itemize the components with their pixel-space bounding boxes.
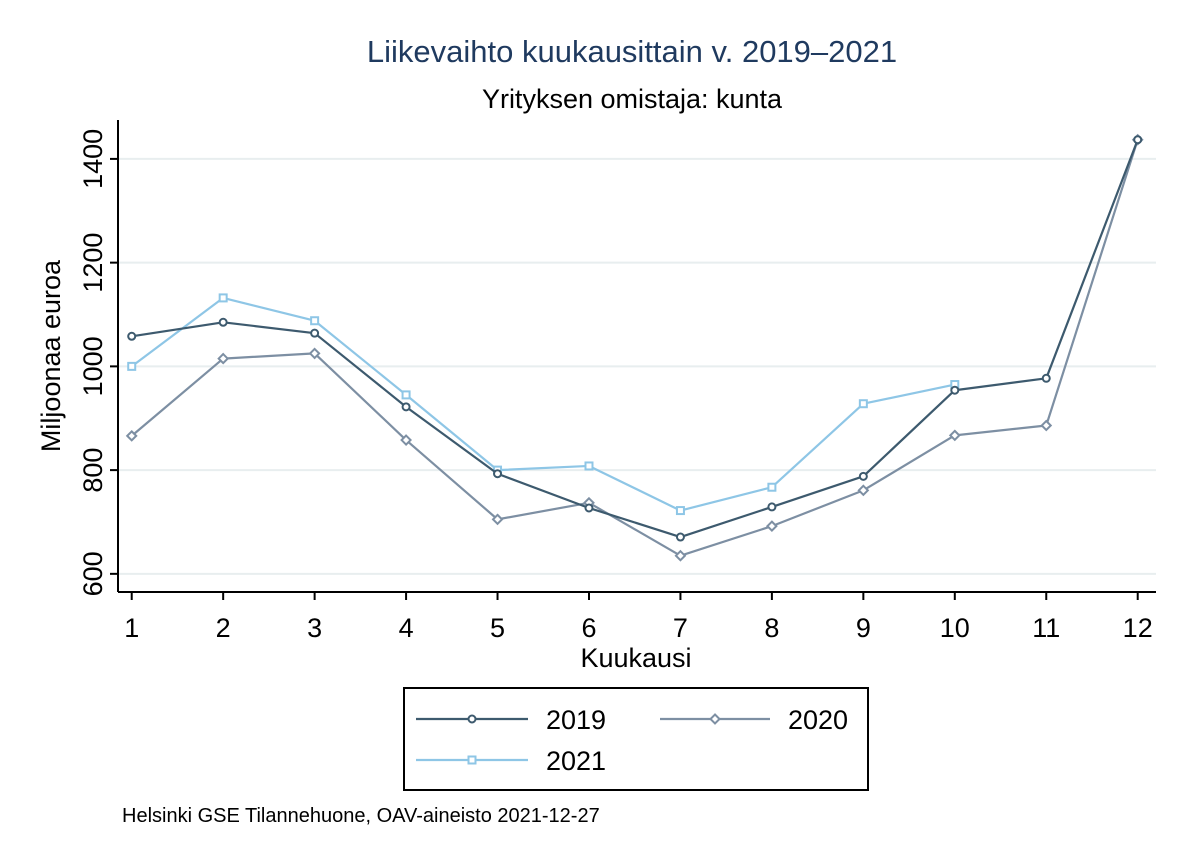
chart-subtitle: Yrityksen omistaja: kunta xyxy=(482,84,783,114)
x-tick-label: 12 xyxy=(1123,613,1153,643)
data-point-2020 xyxy=(125,429,138,442)
data-point-2019 xyxy=(950,385,960,395)
data-point-2020 xyxy=(491,513,504,526)
data-point-2020 xyxy=(400,434,412,446)
x-axis-ticks: 1 2 3 4 5 6 7 8 9 10 11 12 xyxy=(124,592,1153,643)
x-tick-label: 2 xyxy=(216,613,231,643)
data-point-2021 xyxy=(401,390,411,400)
data-point-2019 xyxy=(310,328,320,338)
chart-title: Liikevaihto kuukausittain v. 2019–2021 xyxy=(367,34,897,69)
series-group xyxy=(125,133,1144,562)
data-point-2021 xyxy=(310,316,320,326)
data-point-2019 xyxy=(584,503,594,513)
data-point-2021 xyxy=(675,506,685,516)
y-tick-label: 1000 xyxy=(78,336,108,396)
data-point-2020 xyxy=(674,549,687,562)
y-tick-label: 600 xyxy=(78,551,108,596)
x-tick-label: 5 xyxy=(490,613,505,643)
x-axis-label: Kuukausi xyxy=(580,643,691,673)
data-point-2019 xyxy=(767,502,777,512)
series-line-2021 xyxy=(131,296,956,512)
legend-marker xyxy=(709,713,721,725)
grid-lines xyxy=(119,157,1156,575)
x-tick-label: 4 xyxy=(399,613,414,643)
data-point-2021 xyxy=(127,361,137,371)
legend-label: 2021 xyxy=(546,746,606,776)
data-point-2020 xyxy=(217,352,230,365)
legend-item-2019: 2019 xyxy=(416,705,606,735)
y-tick-label: 1200 xyxy=(78,233,108,293)
data-point-2019 xyxy=(858,471,868,481)
series-2020 xyxy=(125,133,1144,562)
series-line-2020 xyxy=(131,139,1139,557)
data-point-2019 xyxy=(218,317,228,327)
data-point-2020 xyxy=(948,429,961,442)
y-axis-ticks: 600 800 1000 1200 1400 xyxy=(78,129,118,596)
legend-item-2021: 2021 xyxy=(416,746,606,776)
data-point-2021 xyxy=(858,399,868,409)
x-tick-label: 9 xyxy=(856,613,871,643)
legend-label: 2020 xyxy=(788,705,848,735)
data-point-2021 xyxy=(218,293,228,303)
data-point-2021 xyxy=(767,482,777,492)
legend-item-2020: 2020 xyxy=(660,705,848,735)
data-point-2019 xyxy=(127,331,137,341)
data-point-2019 xyxy=(1041,373,1051,383)
x-tick-label: 10 xyxy=(940,613,970,643)
legend-marker xyxy=(467,714,477,724)
data-point-2020 xyxy=(765,520,778,533)
legend-marker xyxy=(467,755,477,765)
data-point-2019 xyxy=(1133,135,1143,145)
data-point-2020 xyxy=(1040,419,1053,432)
legend-box xyxy=(403,687,869,791)
x-tick-label: 6 xyxy=(581,613,596,643)
data-point-2020 xyxy=(308,347,321,360)
source-note: Helsinki GSE Tilannehuone, OAV-aineisto … xyxy=(122,805,600,827)
y-axis-label: Miljoonaa euroa xyxy=(36,259,66,452)
x-tick-label: 7 xyxy=(673,613,688,643)
axes xyxy=(117,120,1156,593)
series-2021 xyxy=(127,293,960,516)
data-point-2020 xyxy=(857,484,870,497)
y-tick-label: 800 xyxy=(78,448,108,493)
x-tick-label: 3 xyxy=(307,613,322,643)
data-point-2019 xyxy=(493,469,503,479)
x-tick-label: 1 xyxy=(124,613,139,643)
y-tick-label: 1400 xyxy=(78,129,108,189)
data-point-2019 xyxy=(675,532,685,542)
x-tick-label: 8 xyxy=(764,613,779,643)
x-tick-label: 11 xyxy=(1032,613,1060,643)
series-line-2019 xyxy=(131,139,1139,539)
data-point-2021 xyxy=(584,461,594,471)
series-2019 xyxy=(127,135,1143,542)
legend-label: 2019 xyxy=(546,705,606,735)
legend: 2019 2020 2021 xyxy=(403,687,869,791)
data-point-2019 xyxy=(401,402,411,412)
